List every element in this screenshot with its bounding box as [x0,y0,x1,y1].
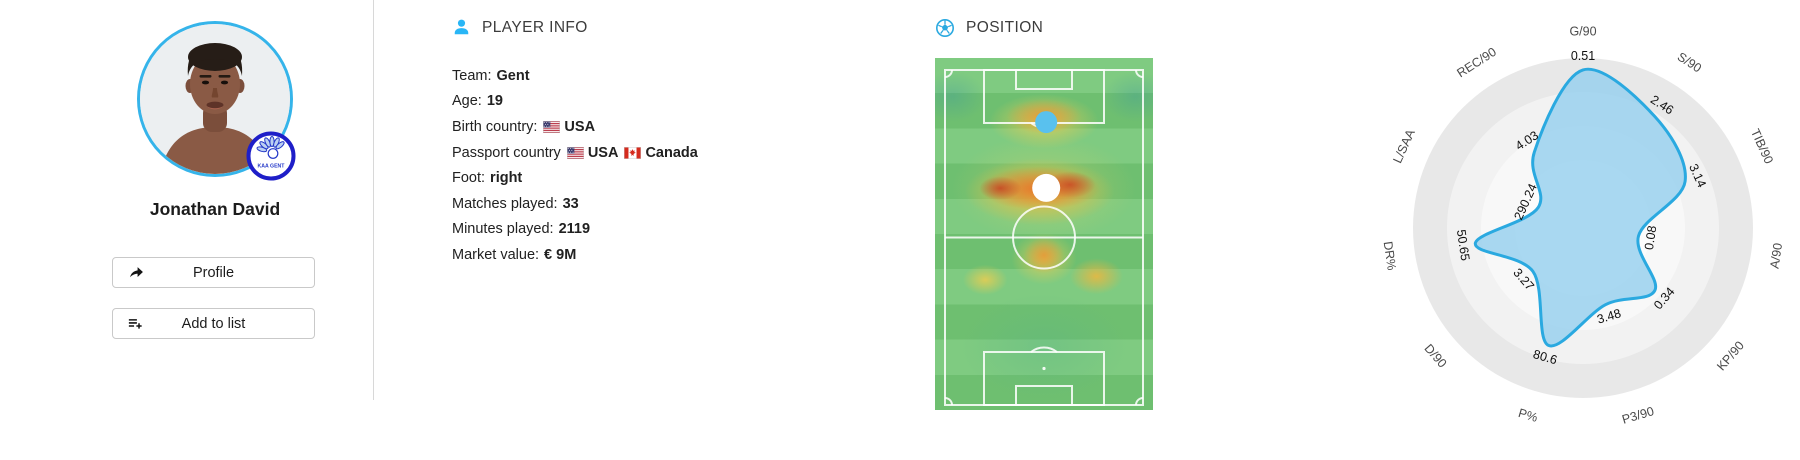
info-row-label: Matches played: [452,195,558,212]
radar-value-label: 0.51 [1571,49,1595,63]
info-row-value: right [490,170,523,187]
info-row: Market value: € 9M [452,242,698,268]
share-arrow-icon [126,263,145,286]
info-row-label: Passport country [452,144,561,161]
radar-value-area [1473,67,1687,348]
radar-axis-label: TIB/90 [1748,127,1776,166]
info-row: Team: Gent [452,63,698,89]
radar-value-label: 80.6 [1531,347,1558,367]
radar-axis-label: A/90 [1768,242,1786,269]
radar-axis-label: P3/90 [1620,404,1655,427]
canada-flag-icon [624,146,642,159]
position-heatmap-pitch [935,58,1153,410]
primary-position-marker [1035,111,1058,134]
info-row-value: USA [587,144,619,161]
info-row-label: Age: [452,93,482,110]
radar-axis-label: DR% [1381,240,1399,271]
info-row-value: € 9M [544,246,577,263]
info-row: Passport country USA Canada [452,140,698,166]
info-row-value: 2119 [558,221,591,238]
position-header: POSITION [935,18,1043,38]
profile-button-label: Profile [192,264,235,281]
badge-text: KAA GENT [258,164,286,170]
player-name: Jonathan David [149,199,281,219]
headdress-feathers-icon [256,136,285,153]
usa-flag-icon [566,146,584,159]
info-row: Foot: right [452,165,698,191]
info-row-label: Market value: [452,246,540,263]
info-row-label: Birth country: [452,118,538,135]
radar-axis-label: L/SAA [1390,127,1418,166]
add-to-list-button-label: Add to list [181,315,246,332]
player-photo [137,21,293,177]
info-row-label: Minutes played: [452,221,554,238]
soccer-ball-icon [935,18,955,38]
usa-flag-icon [543,121,561,133]
position-title: POSITION [966,19,1044,36]
info-row-value: Gent [496,67,530,84]
vertical-divider [373,0,374,400]
radar-axis-label: KP/90 [1714,338,1747,373]
radar-axis-label: REC/90 [1454,45,1498,80]
playlist-add-icon [126,314,145,337]
radar-axis-label: G/90 [1569,24,1596,38]
player-portrait-illustration [140,24,290,174]
radar-value-label: 50.65 [1454,229,1472,262]
pitch-lines [944,69,1144,406]
info-row: Age: 19 [452,89,698,115]
info-row-label: Foot: [452,170,486,187]
info-row-value: 33 [562,195,579,212]
info-row-value: 19 [486,93,503,110]
info-row: Matches played: 33 [452,191,698,217]
radar-value-label: 3.48 [1595,306,1622,326]
radar-axis-label: S/90 [1675,50,1704,76]
secondary-position-marker [1032,173,1061,202]
radar-value-label: 0.08 [1642,225,1659,251]
player-info-list: Team: Gent Age: 19 Birth country: USA Passport… [452,63,698,268]
player-info-title: PLAYER INFO [482,18,588,36]
info-row: Minutes played: 2119 [452,217,698,243]
info-row-value: Canada [645,144,698,161]
info-row: Birth country: USA [452,114,698,140]
person-icon [452,18,471,37]
club-badge-kaa-gent: KAA GENT [246,131,296,181]
info-row-value: USA [564,118,596,135]
profile-button[interactable]: Profile [112,257,315,288]
add-to-list-button[interactable]: Add to list [112,308,315,339]
radar-axis-label: P% [1517,406,1540,425]
info-row-label: Team: [452,67,492,84]
player-info-header: PLAYER INFO [452,18,588,37]
radar-axis-label: D/90 [1421,341,1449,370]
stats-radar-chart: G/90 0.51 S/90 2.46 TIB/90 3.14 A/90 0.08 KP/90 0… [1363,4,1800,444]
